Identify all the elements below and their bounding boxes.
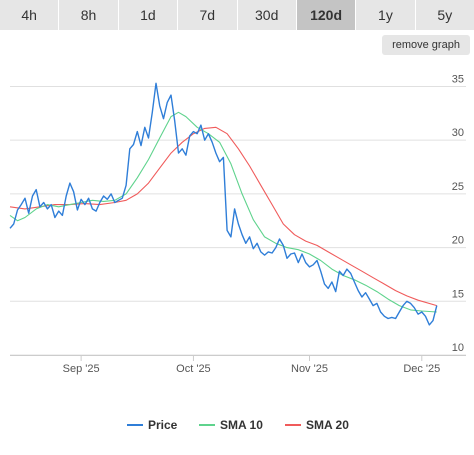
y-tick-label: 10	[452, 342, 464, 354]
y-tick-label: 15	[452, 288, 464, 300]
remove-graph-button[interactable]: remove graph	[382, 35, 470, 55]
tab-4h[interactable]: 4h	[0, 0, 60, 30]
y-tick-label: 30	[452, 127, 464, 139]
x-tick-label: Nov '25	[291, 363, 328, 375]
price-chart: 10 15 20 25 30 35 Sep '25 Oct '25 Nov '25 Dec '25…	[9, 73, 466, 432]
tab-120d[interactable]: 120d	[296, 0, 357, 30]
legend-label-sma-10: SMA 10	[220, 418, 263, 432]
legend-label-sma-20: SMA 20	[306, 418, 349, 432]
y-tick-label: 25	[452, 181, 464, 193]
x-tick-label: Sep '25	[63, 363, 100, 375]
y-tick-label: 35	[452, 73, 464, 85]
x-tick-label: Dec '25	[403, 363, 440, 375]
tab-7d[interactable]: 7d	[178, 0, 238, 30]
x-tick-label: Oct '25	[176, 363, 211, 375]
tab-1d[interactable]: 1d	[118, 0, 179, 30]
tab-8h[interactable]: 8h	[59, 0, 119, 30]
legend-label-price: Price	[148, 418, 178, 432]
tab-5y[interactable]: 5y	[415, 0, 474, 30]
tab-30d[interactable]: 30d	[237, 0, 297, 30]
series-line-sma-20	[9, 126, 437, 307]
series-line-price	[9, 82, 438, 326]
y-tick-label: 20	[452, 235, 464, 247]
series-line-sma-10	[9, 111, 437, 313]
tab-1y[interactable]: 1y	[356, 0, 416, 30]
timeframe-tabs: 4h 8h 1d 7d 30d 120d 1y 5y	[0, 0, 474, 30]
